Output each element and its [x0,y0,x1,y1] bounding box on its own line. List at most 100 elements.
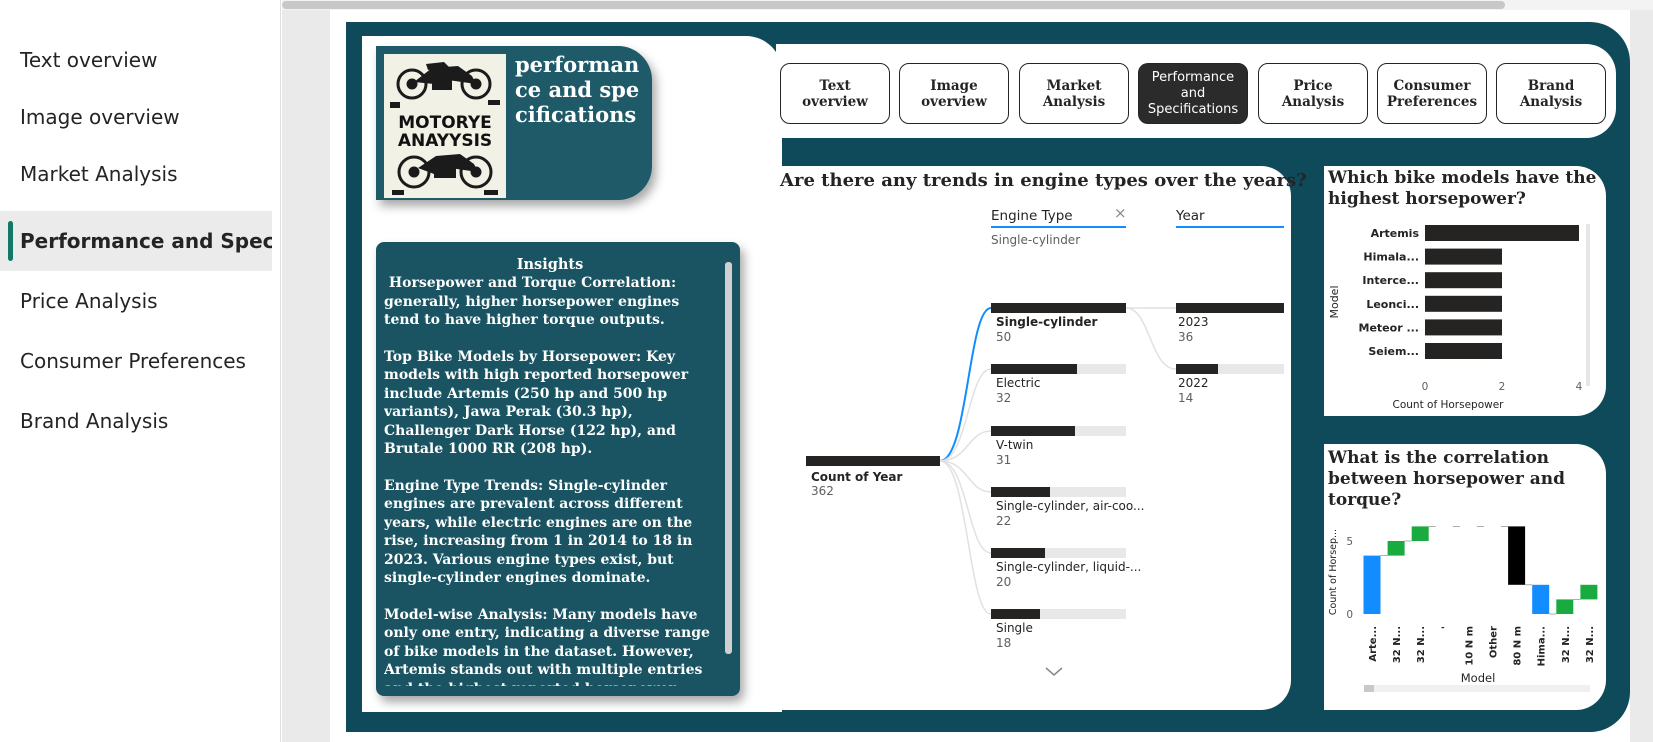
waterfall-bar[interactable] [1363,555,1381,614]
waterfall-category-label: 32 N... [1392,626,1403,663]
engine-type-node-value: 20 [996,575,1012,589]
hp-category-label: Leonci... [1366,298,1419,311]
waterfall-category-label: ' [1440,626,1451,629]
waterfall-bar[interactable] [1532,584,1550,614]
engine-type-node-label: Single-cylinder, air-coo... [996,499,1145,513]
waterfall-y-tick-label: 5 [1346,536,1353,548]
engine-type-node-label: Electric [996,376,1041,390]
engine-type-node-fill [991,548,1045,558]
engine-type-node-bar[interactable] [991,303,1126,313]
waterfall-category-label: 32 N... [1561,626,1572,663]
wf-x-axis-label: Model [1461,671,1496,685]
level-header-year[interactable]: Year [1176,208,1205,224]
root-node-value: 362 [811,484,834,498]
engine-type-node-bar[interactable] [991,609,1126,619]
insight-paragraph: Top Bike Models by Horsepower: Key model… [384,348,693,458]
year-node-value: 36 [1178,330,1194,344]
waterfall-category-label: Arte... [1368,626,1379,662]
button-consumer-preferences[interactable]: Consumer Preferences [1377,63,1487,124]
level-header-underline [1176,226,1284,228]
insights-title: Insights [516,256,584,273]
hp-bar[interactable] [1425,319,1502,336]
engine-type-node-bar[interactable] [991,487,1126,497]
horizontal-scrollbar-thumb[interactable] [282,1,1505,9]
engine-type-node-fill [991,364,1078,374]
engine-type-node-label: Single [996,621,1033,635]
engine-type-node-label: Single-cylinder, liquid-... [996,560,1142,574]
waterfall-chart-title: What is the correlation between horsepow… [1328,448,1565,510]
engine-type-node-label: Single-cylinder [996,315,1098,329]
wf-scrollbar-thumb[interactable] [1364,685,1374,692]
year-node-bar[interactable] [1176,364,1284,374]
button-price-analysis[interactable]: Price Analysis [1258,63,1368,124]
hp-bar[interactable] [1425,343,1502,359]
engine-type-node-value: 50 [996,330,1012,344]
root-node-bar[interactable] [806,456,940,466]
button-performance-specifications[interactable]: Performance and Specifications [1138,63,1248,124]
wf-scrollbar[interactable] [1364,685,1590,692]
waterfall-bar[interactable] [1411,526,1429,541]
insight-paragraph: Model-wise Analysis: Many models have on… [384,606,710,687]
nav-item-text-overview[interactable]: Text overview [20,48,158,72]
insight-paragraph: Engine Type Trends: Single-cylinder engi… [384,477,698,587]
waterfall-bar[interactable] [1556,599,1574,614]
hp-category-label: Interce... [1362,274,1419,287]
engine-type-node-fill [991,609,1040,619]
waterfall-bar[interactable] [1387,541,1405,556]
hp-bar[interactable] [1425,272,1502,289]
wf-y-axis-label: Count of Horsep... [1328,529,1339,615]
page-navigation: Text overview Image overview Market Anal… [0,0,281,742]
insight-paragraph: Horsepower and Torque Correlation: gener… [384,275,685,328]
year-node-bar[interactable] [1176,303,1284,313]
waterfall-bar[interactable] [1580,584,1598,600]
nav-item-brand-analysis[interactable]: Brand Analysis [20,409,169,433]
waterfall-category-label: Hima... [1537,626,1548,666]
waterfall-bar[interactable] [1508,526,1526,585]
hp-bar[interactable] [1425,225,1579,241]
hp-category-label: Meteor ... [1359,321,1419,334]
engine-type-node-fill [991,426,1075,436]
hp-chart-panel [1324,166,1606,416]
waterfall-category-label: 32 N... [1585,626,1596,663]
button-market-analysis[interactable]: Market Analysis [1019,63,1129,124]
waterfall-category-label: 80 N m [1513,626,1524,666]
engine-type-node-fill [991,303,1126,313]
button-text-overview[interactable]: Text overview [780,63,890,124]
logo-text-line2: ANAYYSIS [398,131,492,151]
level-selected-value: Single-cylinder [991,233,1081,247]
decomposition-tree-title: Are there any trends in engine types ove… [780,170,1307,191]
level-header-engine-type[interactable]: Engine Type [991,208,1073,224]
year-node-value: 14 [1178,391,1194,405]
nav-item-consumer-preferences[interactable]: Consumer Preferences [20,349,246,373]
hp-x-tick-label: 2 [1499,381,1506,393]
hp-x-axis-label: Count of Horsepower [1393,399,1505,411]
engine-type-node-bar[interactable] [991,548,1126,558]
waterfall-category-label: 32 N... [1416,626,1427,663]
hp-bar[interactable] [1425,248,1502,265]
hp-bar-chart: Model Count of Horsepower Artemis Himala.… [1328,224,1590,411]
chevron-down-icon[interactable] [1040,660,1068,680]
hp-category-label: Artemis [1371,227,1420,240]
nav-item-performance[interactable]: Performance and Speci... [0,211,272,271]
insights-scrollbar[interactable] [725,262,732,654]
button-brand-analysis[interactable]: Brand Analysis [1496,63,1606,124]
engine-type-node-bar[interactable] [991,364,1126,374]
hp-x-tick-label: 4 [1576,381,1583,393]
hp-chart-title: Which bike models have the highest horse… [1328,168,1597,209]
close-icon[interactable]: × [1114,204,1127,222]
year-node-fill [1176,303,1284,313]
nav-item-price-analysis[interactable]: Price Analysis [20,289,158,313]
insights-card: Insights Horsepower and Torque Correlati… [376,242,740,696]
hp-category-label: Himala... [1363,251,1419,264]
engine-type-node-value: 18 [996,636,1012,650]
waterfall-y-tick-label: 0 [1346,609,1353,621]
hp-bar[interactable] [1425,295,1502,312]
nav-item-market-analysis[interactable]: Market Analysis [20,162,178,186]
root-node-label: Count of Year [811,470,903,484]
engine-type-node-bar[interactable] [991,426,1126,436]
year-node-label: 2022 [1178,376,1209,390]
nav-item-image-overview[interactable]: Image overview [20,105,180,129]
year-node-fill [1176,364,1218,374]
year-node-label: 2023 [1178,315,1209,329]
button-image-overview[interactable]: Image overview [899,63,1009,124]
